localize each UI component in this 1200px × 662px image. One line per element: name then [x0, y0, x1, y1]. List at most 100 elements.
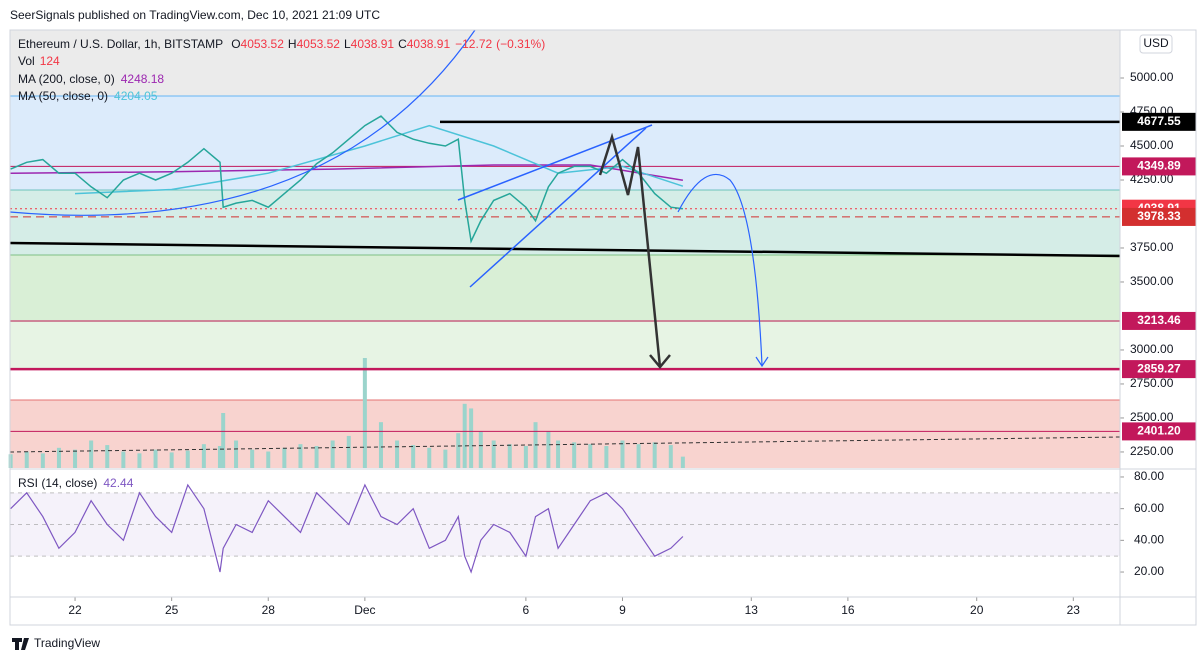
zones	[10, 30, 1120, 468]
x-tick-label: 6	[523, 603, 530, 617]
y-tick-label: 2250.00	[1130, 444, 1174, 458]
x-tick-label: 28	[262, 603, 276, 617]
y-tick-label: 3000.00	[1130, 342, 1174, 356]
y-tick-label: 2500.00	[1130, 410, 1174, 424]
legend-item: L	[344, 37, 351, 51]
legend-row: Ethereum / U.S. Dollar, 1h, BITSTAMP O405…	[18, 37, 545, 51]
rsi-line	[10, 483, 684, 574]
level-label-box	[1122, 311, 1196, 330]
y-tick-label: 4500.00	[1130, 138, 1174, 152]
volume-bar	[362, 358, 367, 468]
volume-bar	[546, 431, 551, 468]
level-label-box	[1122, 157, 1196, 176]
legend-item: MA (200, close, 0)	[18, 72, 115, 86]
volume-bar	[201, 444, 206, 468]
volume-bar	[266, 451, 271, 468]
level-label: 3213.46	[1137, 313, 1181, 327]
level-label-box	[1122, 112, 1196, 131]
volume-bar	[604, 446, 609, 468]
volume-bar	[298, 444, 303, 468]
legend-item: O	[231, 37, 240, 51]
legend-item: 4053.52	[241, 37, 285, 51]
volume-bar	[427, 447, 432, 468]
volume-bar	[478, 431, 483, 468]
level-label: 2859.27	[1137, 361, 1181, 375]
legend-row: RSI (14, close) 42.44	[18, 476, 134, 490]
y-tick-label: 4250.00	[1130, 172, 1174, 186]
x-tick-label: Dec	[354, 603, 375, 617]
volume-bar	[314, 446, 319, 468]
brand: TradingView	[34, 636, 100, 650]
volume-bar	[330, 440, 335, 468]
volume-bar	[169, 452, 174, 468]
legend-row: MA (200, close, 0) 4248.18	[18, 72, 164, 86]
volume-bar	[469, 408, 474, 468]
level-label-box	[1122, 207, 1196, 226]
volume-bar	[153, 449, 158, 468]
volume-bar	[443, 449, 448, 468]
volume-bar	[652, 442, 657, 468]
volume-bar	[40, 453, 45, 468]
x-tick-label: 16	[841, 603, 855, 617]
legend-item: 4038.91	[407, 37, 451, 51]
volume-bar	[137, 453, 142, 468]
volume-bar	[378, 422, 383, 468]
legend-item: RSI (14, close)	[18, 476, 97, 490]
y-tick-label: 3500.00	[1130, 274, 1174, 288]
level-label: 4349.89	[1137, 159, 1181, 173]
legend-item: 4204.05	[114, 89, 158, 103]
x-tick-label: 13	[745, 603, 759, 617]
rsi-tick-label: 80.00	[1134, 469, 1164, 483]
annotations	[9, 29, 1121, 453]
currency-button[interactable]	[1139, 34, 1173, 54]
volume-bar	[217, 446, 222, 468]
x-tick-label: 20	[970, 603, 984, 617]
x-tick-label: 23	[1067, 603, 1081, 617]
legend-item: Ethereum / U.S. Dollar, 1h, BITSTAMP	[18, 37, 223, 51]
volume-bar	[636, 444, 641, 468]
volume-bar	[89, 440, 94, 468]
level-label: 4677.55	[1137, 114, 1181, 128]
x-tick-label: 22	[68, 603, 82, 617]
volume-bar	[620, 440, 625, 468]
legend-row: Vol 124	[18, 54, 60, 68]
volume-bar	[105, 445, 110, 468]
rsi-tick-label: 60.00	[1134, 501, 1164, 515]
volume-bar	[282, 447, 287, 468]
volume-bar	[588, 444, 593, 468]
rsi-tick-label: 20.00	[1134, 564, 1164, 578]
level-label: 3978.33	[1137, 209, 1181, 223]
legend-item: MA (50, close, 0)	[18, 89, 108, 103]
volume-bar	[411, 445, 416, 468]
legend-item: 4053.52	[297, 37, 341, 51]
volume-bar	[250, 449, 255, 468]
volume-bar	[73, 449, 78, 468]
price-line	[10, 115, 683, 244]
x-tick-label: 25	[165, 603, 179, 617]
volume-bar	[456, 433, 461, 468]
legend-item: 124	[40, 54, 60, 68]
volume-bar	[24, 451, 29, 468]
legend-row: MA (50, close, 0) 4204.05	[18, 89, 158, 103]
volume-bar	[491, 440, 496, 468]
volume-bar	[668, 445, 673, 468]
published: SeerSignals published on TradingView.com…	[10, 8, 380, 22]
level-label-box	[1122, 422, 1196, 441]
legend-item: H	[288, 37, 297, 51]
legend-item: C	[398, 37, 407, 51]
y-tick-label: 3750.00	[1130, 240, 1174, 254]
volume-bar	[346, 435, 351, 468]
legend-item: Vol	[18, 54, 35, 68]
volume-bar	[8, 454, 13, 468]
volume-bar	[507, 444, 512, 468]
volume-bar	[121, 451, 126, 468]
volume-bar	[56, 447, 61, 468]
currency[interactable]: USD	[1143, 36, 1169, 50]
frames	[9, 29, 1197, 626]
legend-item: 4038.91	[351, 37, 395, 51]
y-tick-label: 5000.00	[1130, 70, 1174, 84]
volume-bar	[462, 403, 467, 468]
volume-bar	[185, 450, 190, 468]
volume-bar	[680, 456, 685, 468]
